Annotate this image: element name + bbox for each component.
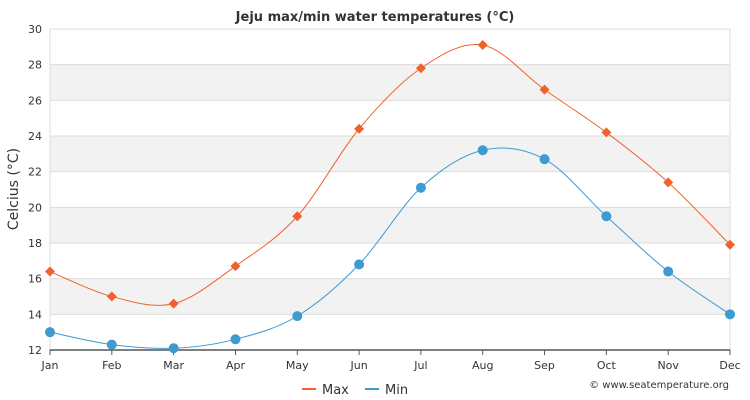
max-point [539, 84, 550, 95]
x-tick-label: Sep [534, 359, 555, 372]
y-tick-label: 20 [28, 201, 42, 214]
y-tick-label: 16 [28, 273, 42, 286]
min-point [415, 182, 426, 193]
y-tick-label: 12 [28, 344, 42, 357]
min-point [477, 145, 488, 156]
y-tick-label: 22 [28, 166, 42, 179]
x-tick-label: May [286, 359, 309, 372]
axes: 12 14 16 18 20 22 24 26 28 30 Jan Feb Mar Apr May Jun Ju… [28, 23, 741, 372]
grid-band [50, 136, 730, 172]
min-point [354, 259, 365, 270]
max-legend-label: Max [322, 383, 349, 398]
x-tick-label: Apr [226, 359, 246, 372]
max-point [663, 177, 674, 188]
max-point [725, 239, 735, 250]
min-point [106, 339, 117, 350]
max-point [415, 63, 426, 74]
background-bands [50, 29, 730, 350]
min-point [725, 309, 735, 320]
series-markers [45, 40, 735, 354]
legend: Max Min [302, 383, 408, 398]
y-tick-label: 30 [28, 23, 42, 36]
y-tick-label: 14 [28, 308, 42, 321]
max-point [230, 261, 241, 272]
grid-band [50, 171, 730, 208]
x-tick-label: Feb [102, 359, 121, 372]
x-tick-label: Mar [163, 359, 184, 372]
y-axis-label: Celcius (°C) [6, 148, 22, 230]
grid-band [50, 314, 730, 350]
chart-title: Jeju max/min water temperatures (°C) [235, 10, 515, 25]
x-tick-label: Jul [413, 359, 427, 372]
x-tick-label: Jan [41, 359, 59, 372]
min-point [601, 211, 612, 222]
y-tick-label: 24 [28, 130, 42, 143]
credit-text: © www.seatemperature.org [589, 380, 729, 391]
min-point [230, 334, 241, 345]
max-point [45, 266, 55, 277]
min-point [539, 154, 550, 165]
min-legend-label: Min [385, 383, 408, 398]
gridlines [49, 28, 731, 351]
x-tick-label: Oct [597, 359, 617, 372]
max-point [168, 298, 179, 309]
grid-band [50, 29, 730, 65]
max-point [106, 291, 117, 302]
max-point [601, 127, 612, 138]
x-tick-label: Aug [472, 359, 493, 372]
max-point [292, 211, 303, 222]
min-point [168, 343, 179, 354]
grid-band [50, 100, 730, 136]
min-point [663, 266, 674, 277]
x-tick-label: Nov [657, 359, 679, 372]
x-tick-label: Dec [719, 359, 740, 372]
max-point [354, 123, 365, 134]
max-point [477, 40, 488, 51]
y-tick-label: 26 [28, 94, 42, 107]
min-point [45, 327, 55, 338]
min-point [292, 311, 303, 322]
grid-band [50, 243, 730, 279]
x-tick-label: Jun [349, 359, 367, 372]
y-tick-label: 18 [28, 237, 42, 250]
y-tick-label: 28 [28, 59, 42, 72]
grid-band [50, 278, 730, 315]
